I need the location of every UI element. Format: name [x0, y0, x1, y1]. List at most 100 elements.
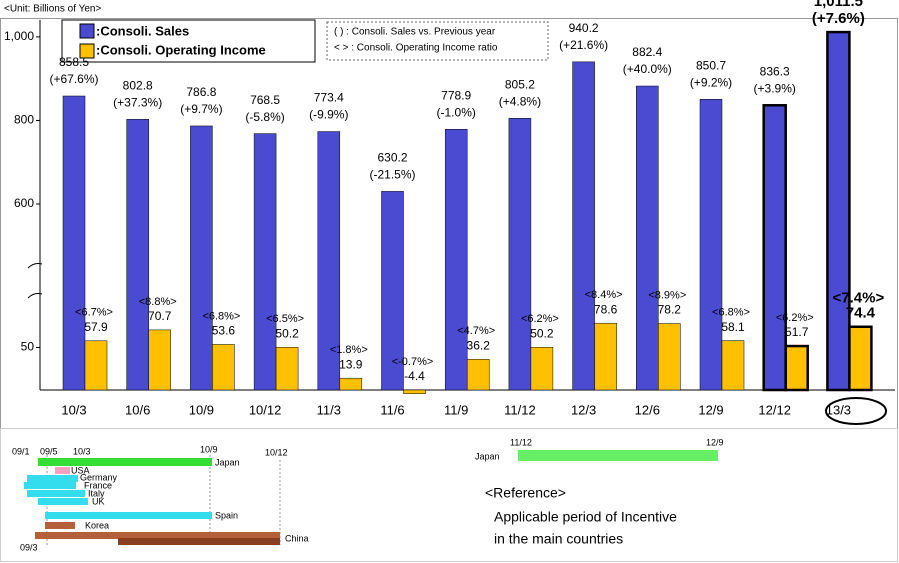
income-label: 50.2 [530, 327, 554, 341]
x-tick-label: 10/6 [125, 402, 150, 417]
sales-bar [381, 191, 404, 391]
highlight-ellipse [825, 397, 887, 425]
income-ratio: <6.2%> [521, 313, 559, 325]
period-bar [55, 467, 70, 474]
income-label: 74.4 [846, 305, 876, 322]
date: 10/12 [265, 447, 288, 457]
sales-change: (+9.7%) [180, 102, 222, 116]
country: Japan [215, 457, 240, 467]
period-bar [27, 490, 85, 497]
income-ratio: <6.5%> [266, 313, 304, 325]
period-bar [38, 498, 88, 505]
sales-bar [699, 99, 723, 391]
income-label: 78.2 [658, 303, 682, 317]
country: Spain [215, 510, 238, 520]
x-tick-label: 11/9 [444, 402, 468, 417]
reference: <Reference> [485, 485, 566, 501]
sales-change: (+9.2%) [690, 75, 732, 89]
date: 12/9 [706, 437, 724, 447]
income-bar [403, 389, 426, 394]
country: Japan [475, 451, 500, 461]
x-tick-label: 12/12 [758, 402, 791, 417]
income-bar [594, 322, 617, 391]
sales-label: 850.7 [696, 58, 726, 72]
legend-label: :Consoli. Operating Income [96, 42, 266, 57]
country: Korea [85, 520, 109, 530]
income-bar [530, 347, 554, 391]
x-tick-label: 11/12 [504, 402, 536, 417]
x-tick-label: 12/9 [698, 402, 723, 417]
sales-label: 768.5 [250, 93, 280, 107]
sales-bar [62, 95, 86, 391]
income-label: 58.1 [721, 320, 745, 334]
date: 10/3 [73, 446, 91, 456]
x-tick-label: 13/3 [826, 402, 851, 417]
sales-bar [826, 30, 851, 392]
sales-change: (+21.6%) [559, 38, 608, 52]
sales-label: 773.4 [314, 91, 344, 105]
income-label: 57.9 [84, 320, 108, 334]
x-tick-label: 12/3 [571, 402, 596, 417]
period-bar [518, 450, 718, 461]
legend-swatch [79, 43, 95, 59]
x-tick-label: 10/9 [189, 402, 214, 417]
unit-label: <Unit: Billions of Yen> [4, 4, 101, 15]
date: 09/5 [40, 446, 58, 456]
sales-bar [572, 61, 595, 391]
country: Italy [88, 488, 105, 498]
sales-bar [636, 85, 659, 391]
income-bar [84, 340, 108, 391]
income-bar [212, 344, 235, 391]
legend [61, 19, 316, 63]
sales-bar [190, 125, 213, 391]
sales-label: 882.4 [632, 45, 662, 59]
sales-change: (-9.9%) [309, 108, 348, 122]
income-bar [466, 358, 490, 391]
x-tick-label: 12/6 [635, 402, 660, 417]
sales-label: 1,011.5 [814, 0, 863, 10]
income-ratio: <6.8%> [712, 307, 750, 319]
sales-bar [762, 104, 787, 392]
sales-bar [253, 133, 277, 391]
sales-change: (+40.0%) [623, 62, 672, 76]
sales-label: 630.2 [377, 151, 407, 165]
legend-label: :Consoli. Sales [96, 23, 189, 38]
income-bar [148, 329, 171, 391]
country: France [84, 480, 112, 490]
income-bar [721, 340, 745, 391]
income-ratio: <6.2%> [776, 312, 814, 324]
income-bar [658, 323, 681, 391]
income-ratio: <4.7%> [457, 325, 495, 337]
x-tick-label: 11/6 [380, 402, 404, 417]
sales-bar [317, 131, 341, 391]
date: 11/12 [510, 437, 532, 447]
period-bar [24, 482, 76, 489]
date: 09/1 [12, 446, 30, 456]
sales-label: 805.2 [505, 77, 535, 91]
country: Germany [80, 472, 118, 482]
reference: Applicable period of Incentive [494, 509, 677, 525]
income-label: 51.7 [785, 325, 809, 339]
sales-label: 802.8 [123, 78, 153, 92]
x-tick-label: 10/12 [249, 402, 282, 417]
income-bar [339, 377, 363, 391]
sales-label: 940.2 [569, 21, 599, 35]
period-bar [45, 512, 212, 519]
period-bar [35, 532, 280, 539]
country: USA [71, 465, 90, 475]
country: UK [92, 496, 105, 506]
period-bar [45, 522, 75, 529]
country: China [285, 533, 309, 543]
reference: in the main countries [494, 531, 623, 547]
sales-change: (-1.0%) [437, 105, 476, 119]
note-box [326, 21, 549, 61]
sales-change: (+4.8%) [499, 94, 541, 108]
period-bar [27, 475, 78, 482]
y-tick-label: 1,000 [4, 29, 34, 43]
income-label: 36.2 [467, 338, 491, 352]
x-tick-label: 10/3 [61, 402, 86, 417]
sales-label: 786.8 [186, 85, 216, 99]
sales-bar [508, 118, 532, 391]
incentive-chart: 09/1 09/5 10/3 10/9 10/12 09/3 Japan USA… [12, 437, 724, 552]
income-label: 78.6 [594, 302, 618, 316]
